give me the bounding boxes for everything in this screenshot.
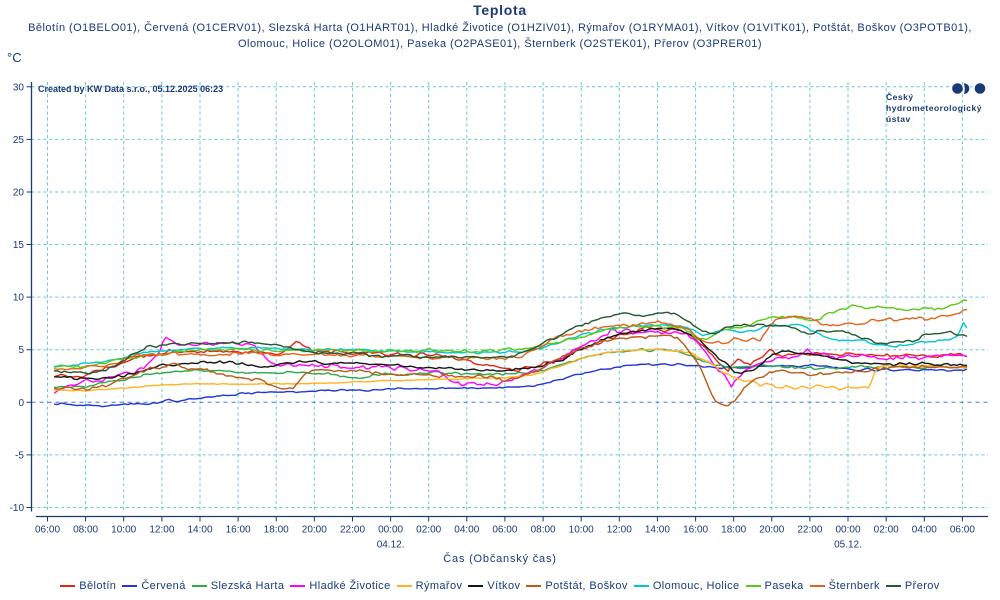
svg-text:hydrometeorologický: hydrometeorologický (886, 103, 982, 113)
svg-text:18:00: 18:00 (721, 525, 746, 536)
svg-text:14:00: 14:00 (187, 525, 212, 536)
svg-text:02:00: 02:00 (874, 525, 899, 536)
svg-text:30: 30 (13, 82, 25, 93)
svg-text:ústav: ústav (886, 114, 911, 124)
svg-text:Čas (Občanský čas): Čas (Občanský čas) (443, 552, 556, 565)
svg-text:-10: -10 (10, 503, 25, 514)
svg-text:00:00: 00:00 (378, 525, 403, 536)
svg-text:Český: Český (886, 91, 914, 102)
svg-text:25: 25 (13, 135, 25, 146)
svg-text:08:00: 08:00 (531, 525, 556, 536)
svg-text:20:00: 20:00 (759, 525, 784, 536)
svg-text:06:00: 06:00 (35, 525, 60, 536)
svg-text:22:00: 22:00 (797, 525, 822, 536)
svg-text:10:00: 10:00 (111, 525, 136, 536)
svg-text:00:00: 00:00 (835, 525, 860, 536)
svg-text:04:00: 04:00 (912, 525, 937, 536)
svg-text:18:00: 18:00 (264, 525, 289, 536)
svg-text:-5: -5 (15, 450, 24, 461)
svg-text:22:00: 22:00 (340, 525, 365, 536)
svg-text:10: 10 (13, 293, 25, 304)
svg-text:°C: °C (7, 50, 22, 65)
svg-text:16:00: 16:00 (683, 525, 708, 536)
svg-text:02:00: 02:00 (416, 525, 441, 536)
svg-text:12:00: 12:00 (607, 525, 632, 536)
svg-text:12:00: 12:00 (149, 525, 174, 536)
svg-text:15: 15 (13, 240, 25, 251)
svg-text:06:00: 06:00 (950, 525, 975, 536)
svg-text:08:00: 08:00 (73, 525, 98, 536)
svg-text:06:00: 06:00 (492, 525, 517, 536)
svg-text:0: 0 (18, 398, 24, 409)
svg-text:Created by KW Data s.r.o., 05.: Created by KW Data s.r.o., 05.12.2025 06… (38, 84, 223, 94)
svg-text:5: 5 (18, 345, 24, 356)
svg-text:04.12.: 04.12. (377, 540, 405, 551)
svg-text:16:00: 16:00 (226, 525, 251, 536)
svg-text:14:00: 14:00 (645, 525, 670, 536)
svg-text:04:00: 04:00 (454, 525, 479, 536)
svg-text:20: 20 (13, 188, 25, 199)
svg-text:10:00: 10:00 (569, 525, 594, 536)
svg-text:20:00: 20:00 (302, 525, 327, 536)
svg-text:05.12.: 05.12. (834, 540, 862, 551)
